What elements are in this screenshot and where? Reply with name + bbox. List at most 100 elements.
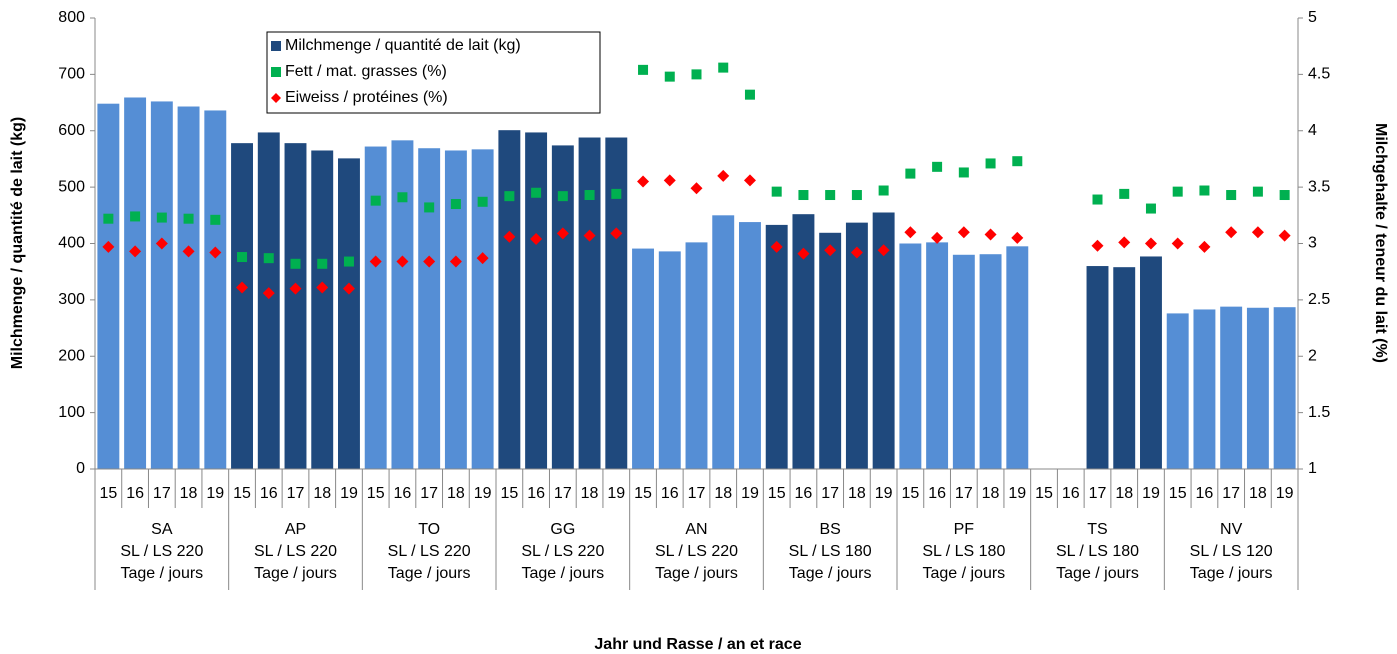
fat-marker	[210, 214, 221, 225]
group-label: TO	[418, 521, 440, 538]
protein-marker	[182, 245, 195, 258]
fat-marker	[878, 185, 889, 196]
bar	[845, 222, 868, 469]
x-tick-label: 17	[554, 485, 572, 502]
legend-label: Fett / mat. grasses (%)	[285, 63, 447, 80]
protein-marker	[1278, 229, 1291, 242]
protein-marker	[610, 227, 623, 240]
protein-marker	[396, 255, 409, 268]
group-label: Tage / jours	[254, 565, 337, 582]
protein-marker	[1011, 231, 1024, 244]
fat-marker	[1145, 203, 1156, 214]
bar	[632, 248, 654, 469]
protein-marker	[1225, 226, 1238, 239]
protein-marker	[583, 229, 596, 242]
legend-label: Eiweiss / protéines (%)	[285, 89, 448, 106]
x-tick-label: 19	[875, 485, 893, 502]
bar	[471, 149, 494, 469]
bar	[765, 224, 788, 469]
bar	[685, 242, 708, 469]
protein-marker	[102, 240, 115, 253]
fat-marker	[290, 258, 301, 269]
fat-marker	[103, 213, 114, 224]
bar	[1166, 313, 1189, 469]
legend-marker	[271, 93, 281, 103]
y2-tick-label: 2	[1308, 347, 1317, 364]
bar	[1086, 266, 1109, 469]
bar	[1246, 307, 1269, 469]
group-label: SL / LS 220	[388, 543, 471, 560]
fat-marker	[851, 190, 862, 201]
protein-marker	[369, 255, 382, 268]
fat-marker	[183, 213, 194, 224]
bar	[979, 254, 1002, 469]
y2-tick-label: 1	[1308, 460, 1317, 477]
group-label: AN	[685, 521, 707, 538]
x-tick-label: 17	[1222, 485, 1240, 502]
bar	[952, 254, 975, 469]
fat-marker	[531, 187, 542, 198]
protein-marker	[850, 246, 863, 259]
x-tick-label: 19	[1276, 485, 1294, 502]
protein-marker	[1251, 226, 1264, 239]
x-tick-label: 15	[1035, 485, 1053, 502]
x-tick-label: 15	[768, 485, 786, 502]
x-tick-label: 18	[1115, 485, 1133, 502]
bar	[311, 150, 334, 469]
fat-marker	[1199, 185, 1210, 196]
fat-marker	[958, 167, 969, 178]
fat-marker	[825, 190, 836, 201]
protein-marker	[503, 230, 516, 243]
x-tick-label: 17	[955, 485, 973, 502]
fat-marker	[798, 190, 809, 201]
group-label: Tage / jours	[1190, 565, 1273, 582]
x-tick-label: 15	[99, 485, 117, 502]
protein-marker	[931, 231, 944, 244]
bar	[1273, 307, 1296, 469]
protein-marker	[743, 174, 756, 187]
fat-marker	[450, 199, 461, 210]
group-label: SL / LS 180	[922, 543, 1005, 560]
protein-marker	[957, 226, 970, 239]
fat-marker	[557, 191, 568, 202]
protein-marker	[316, 281, 329, 294]
y2-tick-label: 4	[1308, 122, 1317, 139]
group-label: SL / LS 220	[120, 543, 203, 560]
protein-marker	[342, 282, 355, 295]
fat-marker	[638, 64, 649, 75]
fat-marker	[1119, 188, 1130, 199]
fat-marker	[156, 212, 167, 223]
protein-marker	[289, 282, 302, 295]
fat-marker	[504, 191, 515, 202]
x-tick-label: 17	[420, 485, 438, 502]
group-label: Tage / jours	[789, 565, 872, 582]
group-label: Tage / jours	[388, 565, 471, 582]
protein-marker	[155, 237, 168, 250]
bar	[444, 150, 467, 469]
fat-marker	[130, 211, 141, 222]
x-tick-label: 17	[688, 485, 706, 502]
x-tick-label: 17	[153, 485, 171, 502]
x-tick-label: 19	[474, 485, 492, 502]
x-tick-label: 19	[1142, 485, 1160, 502]
protein-marker	[209, 246, 222, 259]
bar	[97, 103, 120, 469]
x-tick-label: 18	[714, 485, 732, 502]
bar	[926, 242, 949, 469]
protein-marker	[556, 227, 569, 240]
y2-tick-label: 4.5	[1308, 66, 1330, 83]
bar	[578, 137, 601, 469]
y-tick-label: 700	[58, 66, 85, 83]
x-tick-label: 15	[367, 485, 385, 502]
legend	[266, 31, 601, 114]
x-tick-label: 15	[233, 485, 251, 502]
y2-tick-label: 1.5	[1308, 404, 1330, 421]
bar	[1140, 256, 1162, 469]
protein-marker	[984, 228, 997, 241]
fat-marker	[477, 196, 488, 207]
group-label: Tage / jours	[655, 565, 738, 582]
protein-marker	[423, 255, 436, 268]
group-label: Tage / jours	[521, 565, 604, 582]
fat-marker	[718, 62, 729, 73]
bar	[364, 146, 387, 469]
